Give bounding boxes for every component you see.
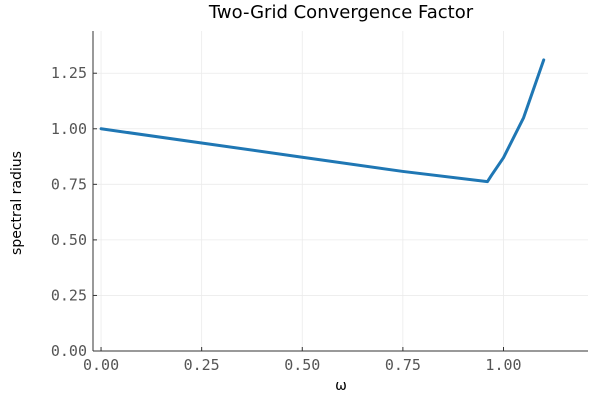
chart-title: Two-Grid Convergence Factor xyxy=(208,2,474,23)
x-tick-label: 1.00 xyxy=(485,356,521,374)
y-tick-label: 0.50 xyxy=(51,231,87,249)
x-tick-label: 0.75 xyxy=(385,356,421,374)
series-layer xyxy=(99,58,546,184)
series-line xyxy=(99,58,546,184)
axes xyxy=(92,31,588,352)
y-tick-label: 1.00 xyxy=(51,120,87,138)
y-tick-label: 1.25 xyxy=(51,64,87,82)
x-tick-label: 0.50 xyxy=(284,356,320,374)
y-tick-label: 0.00 xyxy=(51,342,87,360)
y-tick-label: 0.75 xyxy=(51,175,87,193)
x-tick-label: 0.25 xyxy=(184,356,220,374)
y-axis-label: spectral radius xyxy=(9,151,25,255)
x-axis-label: ω xyxy=(335,378,347,394)
y-tick-label: 0.25 xyxy=(51,286,87,304)
ticks: 0.00 0.25 0.50 0.75 1.00 0.00 0.25 0.50 0.75 1.00… xyxy=(51,64,522,374)
x-tick-label: 0.00 xyxy=(83,356,119,374)
grid xyxy=(93,31,588,352)
